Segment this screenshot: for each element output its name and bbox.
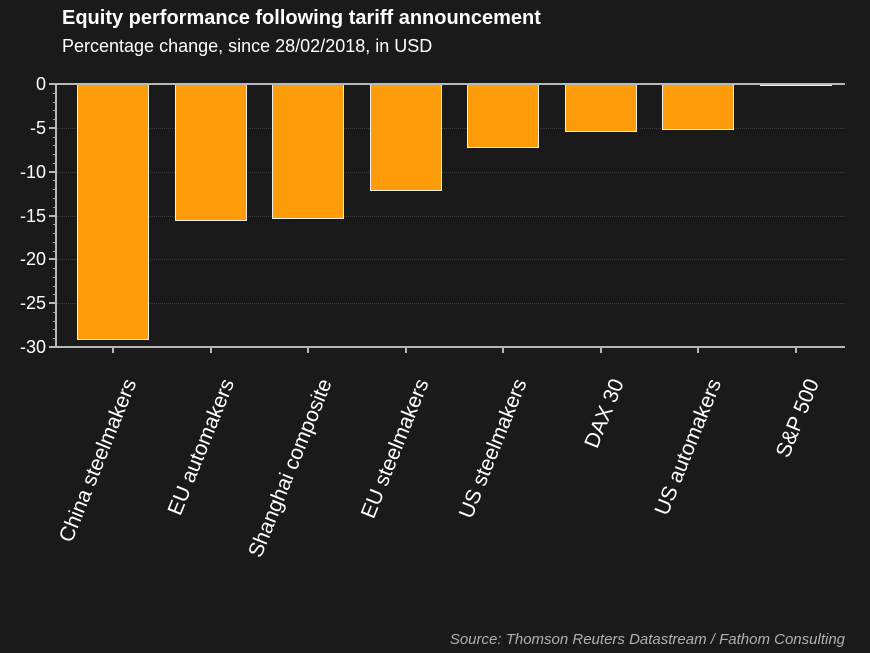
x-tick [697, 347, 699, 353]
y-axis-line [55, 83, 57, 348]
x-axis-label: DAX 30 [580, 375, 629, 452]
x-axis-label: Shanghai composite [243, 375, 337, 561]
bar [564, 84, 637, 133]
x-tick [404, 347, 407, 353]
y-tick [49, 126, 57, 129]
x-axis-label: US steelmakers [454, 375, 532, 522]
y-tick [49, 214, 57, 217]
bar [662, 84, 734, 131]
bar [467, 84, 539, 148]
x-axis-label: EU automakers [163, 375, 239, 519]
source-note: Source: Thomson Reuters Datastream / Fat… [449, 631, 845, 648]
x-tick [599, 347, 602, 353]
y-gridline [57, 171, 845, 173]
y-gridline [57, 303, 845, 305]
y-tick-label: 0 [35, 74, 46, 94]
y-tick-label: -20 [19, 249, 46, 270]
zero-line [55, 83, 845, 85]
x-tick [209, 347, 212, 353]
y-tick-label: -10 [19, 161, 46, 182]
y-tick [49, 302, 57, 305]
y-tick-label: -25 [19, 293, 46, 314]
y-tick [49, 258, 57, 261]
y-tick [49, 346, 57, 348]
x-tick [502, 347, 504, 353]
chart-title: Equity performance following tariff anno… [62, 7, 541, 29]
y-tick-label: -30 [19, 337, 46, 357]
bar [369, 84, 442, 191]
y-gridline [57, 259, 845, 261]
x-axis-label: China steelmakers [54, 375, 142, 546]
y-tick-label: -15 [19, 205, 46, 226]
bar [272, 84, 344, 219]
y-tick-label: -5 [29, 117, 46, 138]
y-gridline [57, 127, 845, 129]
y-tick [49, 170, 57, 173]
chart-subtitle: Percentage change, since 28/02/2018, in … [62, 36, 433, 56]
bar [77, 84, 149, 340]
x-axis-label: EU steelmakers [357, 375, 434, 522]
bar [174, 84, 247, 221]
x-axis-label: US automakers [650, 375, 727, 519]
x-axis-line [55, 346, 845, 348]
x-axis-label: S&P 500 [771, 375, 824, 461]
x-tick [794, 347, 797, 353]
x-tick [307, 347, 309, 353]
x-tick [112, 347, 114, 353]
y-gridline [57, 215, 845, 217]
y-tick [49, 83, 57, 85]
